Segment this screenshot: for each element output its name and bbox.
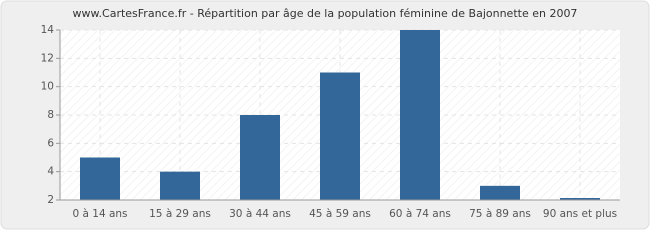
bar — [560, 198, 600, 200]
bar — [320, 72, 360, 200]
chart-title: www.CartesFrance.fr - Répartition par âg… — [73, 7, 578, 20]
bar — [240, 115, 280, 200]
bar — [160, 171, 200, 200]
bar — [80, 157, 120, 200]
y-tick-label: 14 — [41, 24, 55, 36]
bar — [480, 185, 520, 200]
bar — [400, 30, 440, 200]
y-tick-label: 8 — [47, 109, 54, 121]
x-tick-label: 90 ans et plus — [543, 208, 617, 220]
y-tick-label: 6 — [47, 137, 54, 149]
y-tick-label: 2 — [47, 194, 54, 206]
y-tick-label: 4 — [47, 166, 54, 178]
x-tick-label: 75 à 89 ans — [469, 208, 531, 220]
y-tick-label: 10 — [41, 81, 54, 93]
x-tick-label: 0 à 14 ans — [72, 208, 127, 220]
x-tick-label: 60 à 74 ans — [389, 208, 451, 220]
x-tick-label: 15 à 29 ans — [149, 208, 211, 220]
y-tick-label: 12 — [41, 52, 54, 64]
chart: www.CartesFrance.fr - Répartition par âg… — [0, 0, 650, 230]
x-tick-label: 30 à 44 ans — [229, 208, 291, 220]
x-tick-label: 45 à 59 ans — [309, 208, 371, 220]
